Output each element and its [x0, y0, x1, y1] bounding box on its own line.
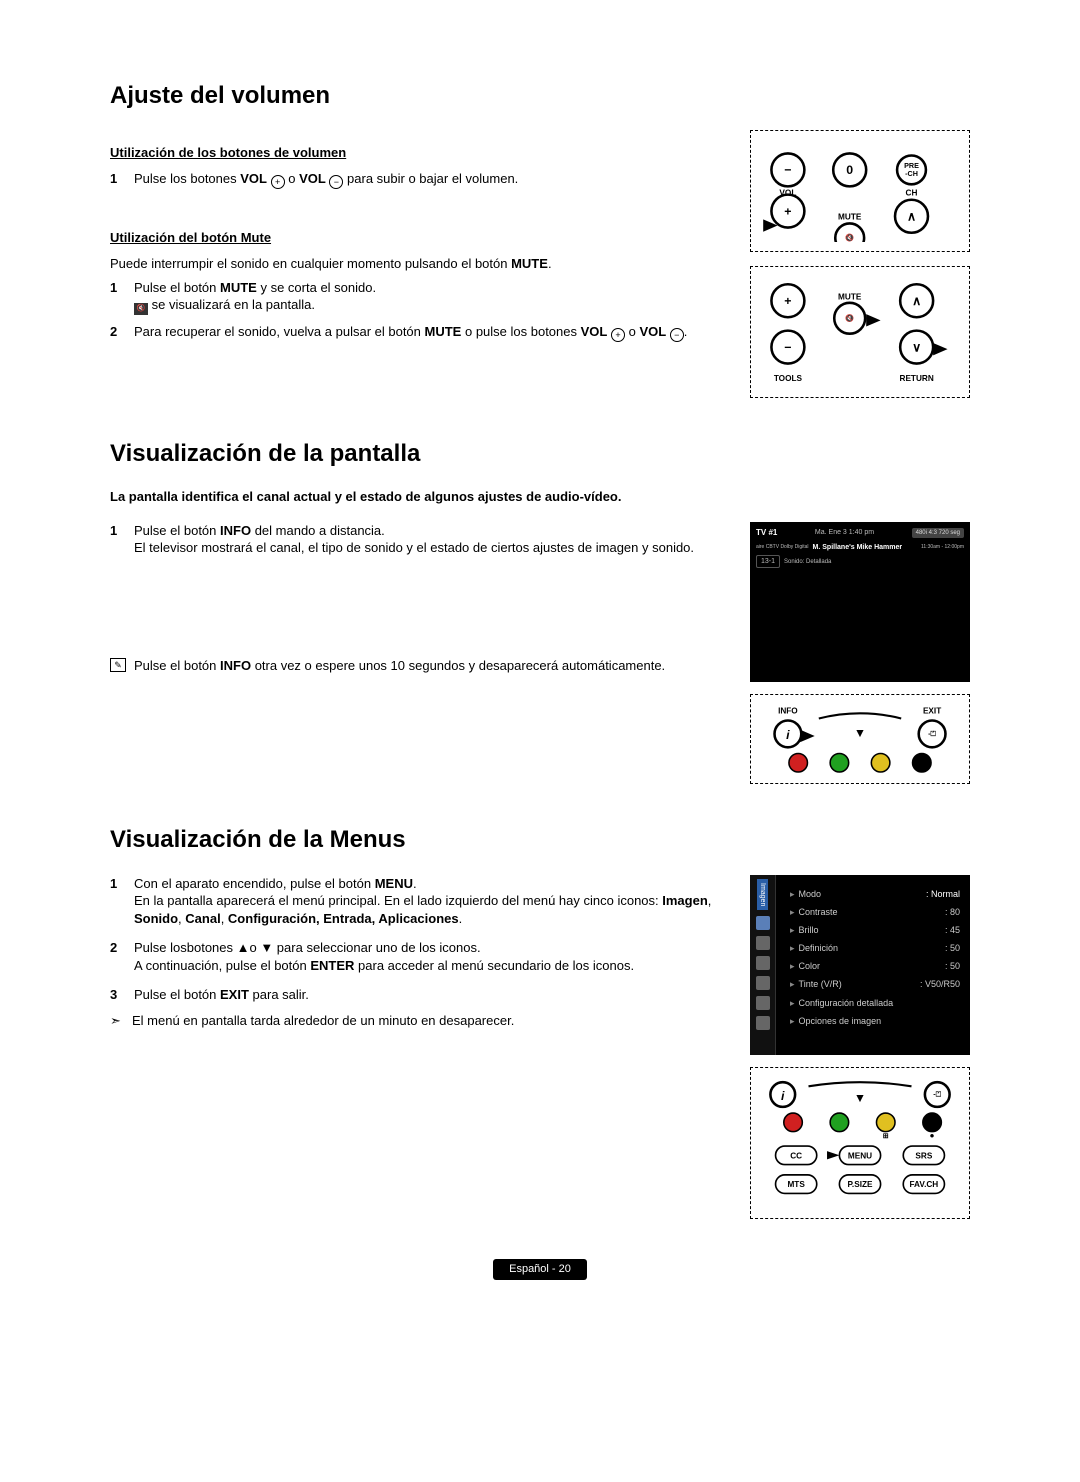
arrow-text: El menú en pantalla tarda alrededor de u… [132, 1012, 514, 1030]
step-num: 2 [110, 939, 124, 974]
step-text: Para recuperar el sonido, vuelva a pulsa… [134, 323, 732, 343]
svg-text:🔇: 🔇 [845, 233, 854, 242]
remote-fig-1: − + VOL 0 MUTE 🔇 PRE-CH CH ∧ [750, 130, 970, 252]
tv-info-screen: TV #1 Ma. Ene 3 1:40 pm 480i 4:3 720 seg… [750, 522, 970, 682]
section-menus: Visualización de la Menus 1 Con el apara… [110, 824, 970, 1219]
svg-text:▼: ▼ [854, 726, 866, 740]
arrow-icon: ➣ [110, 1012, 124, 1030]
step-num: 1 [110, 170, 124, 190]
plus-icon: + [611, 328, 625, 342]
menu-item: ▸Contraste: 80 [790, 903, 960, 921]
step-text: Pulse el botón INFO del mando a distanci… [134, 522, 732, 557]
svg-text:∧: ∧ [907, 210, 916, 224]
menu-icon [756, 996, 770, 1010]
menu-icon [756, 956, 770, 970]
svg-text:+: + [784, 205, 791, 219]
section-display: Visualización de la pantalla La pantalla… [110, 438, 970, 785]
step-num: 2 [110, 323, 124, 343]
svg-text:+: + [784, 294, 791, 308]
svg-text:MENU: MENU [848, 1151, 872, 1160]
menu-icon [756, 1016, 770, 1030]
section1-title: Ajuste del volumen [110, 80, 970, 112]
step-num: 1 [110, 875, 124, 928]
menu-item: ▸Brillo: 45 [790, 921, 960, 939]
section2-title: Visualización de la pantalla [110, 438, 970, 470]
subhead-mute: Utilización del botón Mute [110, 229, 732, 247]
svg-text:⊞: ⊞ [883, 1131, 889, 1140]
menu-main: ▸Modo: Normal▸Contraste: 80▸Brillo: 45▸D… [776, 875, 970, 1055]
remote-fig-2: + − MUTE 🔇 ∧ ∨ TOOLS RETURN [750, 266, 970, 398]
plus-icon: + [271, 175, 285, 189]
svg-text:SRS: SRS [915, 1151, 932, 1160]
section1-text: Utilización de los botones de volumen 1 … [110, 130, 732, 397]
svg-text:MUTE: MUTE [838, 213, 862, 222]
svg-text:TOOLS: TOOLS [774, 374, 803, 383]
step-num: 1 [110, 279, 124, 315]
step-text: Pulse los botones VOL + o VOL − para sub… [134, 170, 732, 190]
svg-text:0: 0 [846, 164, 853, 178]
menu-icon [756, 976, 770, 990]
svg-text:-⏍: -⏍ [933, 1089, 941, 1098]
menu-icon [756, 936, 770, 950]
minus-icon: − [329, 175, 343, 189]
mute-icon: 🔇 [134, 303, 148, 315]
menu-item: ▸Configuración detallada [790, 994, 960, 1012]
step-num: 1 [110, 522, 124, 557]
note-icon: ✎ [110, 658, 126, 672]
svg-text:CC: CC [790, 1151, 802, 1160]
svg-text:🔇: 🔇 [845, 313, 854, 322]
svg-text:⏺: ⏺ [929, 1131, 934, 1140]
svg-text:MTS: MTS [787, 1180, 805, 1189]
section-volume: Ajuste del volumen Utilización de los bo… [110, 80, 970, 398]
menu-icon-image [756, 916, 770, 930]
menu-item: ▸Modo: Normal [790, 885, 960, 903]
step-text: Con el aparato encendido, pulse el botón… [134, 875, 732, 928]
svg-text:CH: CH [906, 189, 918, 198]
menu-item: ▸Opciones de imagen [790, 1012, 960, 1030]
menu-item: ▸Tinte (V/R): V50/R50 [790, 975, 960, 993]
step-text: Pulse el botón MUTE y se corta el sonido… [134, 279, 732, 315]
svg-text:EXIT: EXIT [923, 706, 941, 715]
svg-text:i: i [781, 1089, 785, 1103]
mute-intro: Puede interrumpir el sonido en cualquier… [110, 255, 732, 273]
subhead-vol-buttons: Utilización de los botones de volumen [110, 144, 732, 162]
svg-text:INFO: INFO [778, 706, 798, 715]
footer-badge: Español - 20 [493, 1259, 587, 1280]
menu-item: ▸Color: 50 [790, 957, 960, 975]
page-footer: Español - 20 [110, 1259, 970, 1280]
section3-title: Visualización de la Menus [110, 824, 970, 856]
remote-fig-3: INFO i ▼ EXIT -⏍ [750, 694, 970, 785]
step-num: 3 [110, 986, 124, 1004]
menu-sidebar: Imagen [750, 875, 776, 1055]
remote-fig-4: i ▼ -⏍ ⊞ ⏺ CC MENU SRS [750, 1067, 970, 1219]
svg-text:MUTE: MUTE [838, 293, 862, 302]
menu-side-label: Imagen [757, 879, 768, 910]
menu-screen: Imagen ▸Modo: Normal▸Contraste: 80▸Brill… [750, 875, 970, 1055]
svg-text:P.SIZE: P.SIZE [848, 1180, 873, 1189]
note-text: Pulse el botón INFO otra vez o espere un… [134, 657, 665, 675]
minus-icon: − [670, 328, 684, 342]
svg-text:i: i [786, 728, 790, 742]
section2-intro: La pantalla identifica el canal actual y… [110, 488, 970, 506]
svg-text:VOL: VOL [779, 189, 796, 198]
svg-text:RETURN: RETURN [900, 374, 934, 383]
svg-text:FAV.CH: FAV.CH [909, 1180, 938, 1189]
svg-text:-CH: -CH [905, 169, 918, 178]
menu-item: ▸Definición: 50 [790, 939, 960, 957]
svg-text:−: − [784, 340, 791, 354]
svg-text:∧: ∧ [912, 294, 921, 308]
svg-text:∨: ∨ [912, 340, 921, 354]
svg-text:−: − [784, 164, 791, 178]
svg-text:-⏍: -⏍ [928, 729, 936, 738]
step-text: Pulse el botón EXIT para salir. [134, 986, 732, 1004]
svg-text:▼: ▼ [854, 1091, 866, 1105]
step-text: Pulse losbotones ▲o ▼ para seleccionar u… [134, 939, 732, 974]
